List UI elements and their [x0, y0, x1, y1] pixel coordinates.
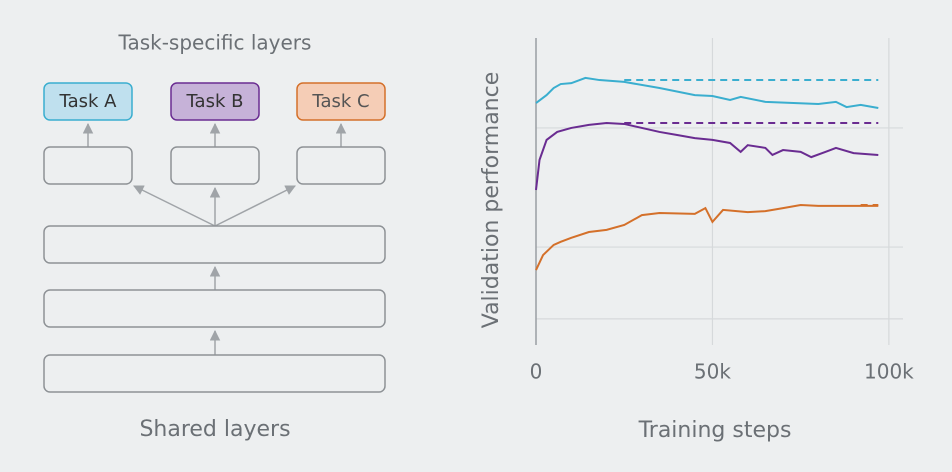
x-tick-label: 50k: [694, 360, 731, 384]
line: [535, 122, 879, 191]
y-axis-label: Validation performance: [479, 72, 504, 329]
diagram: Task-specific layers Task A Task B Task …: [43, 31, 386, 442]
arrow: [133, 185, 216, 227]
layer-box: [296, 146, 386, 185]
arrow: [214, 185, 296, 227]
diagram-title: Task-specific layers: [118, 31, 312, 55]
chart: Training steps Validation performance 0 5…: [479, 38, 914, 443]
layer-box: [43, 146, 133, 185]
task-label: Task B: [186, 91, 244, 112]
task-box: [43, 82, 133, 121]
layer-box: [43, 225, 386, 264]
task-box: [296, 82, 386, 121]
task-label: Task C: [311, 91, 369, 112]
line: [535, 76, 879, 109]
x-tick-label: 100k: [864, 360, 914, 384]
diagram-footer: Shared layers: [139, 417, 290, 442]
x-axis-label: Training steps: [638, 418, 792, 443]
task-box: [170, 82, 260, 121]
task-label: Task A: [59, 91, 118, 112]
layer-box: [43, 354, 386, 393]
line: [535, 204, 879, 271]
layer-box: [170, 146, 260, 185]
x-tick-label: 0: [530, 360, 543, 384]
layer-box: [43, 289, 386, 328]
